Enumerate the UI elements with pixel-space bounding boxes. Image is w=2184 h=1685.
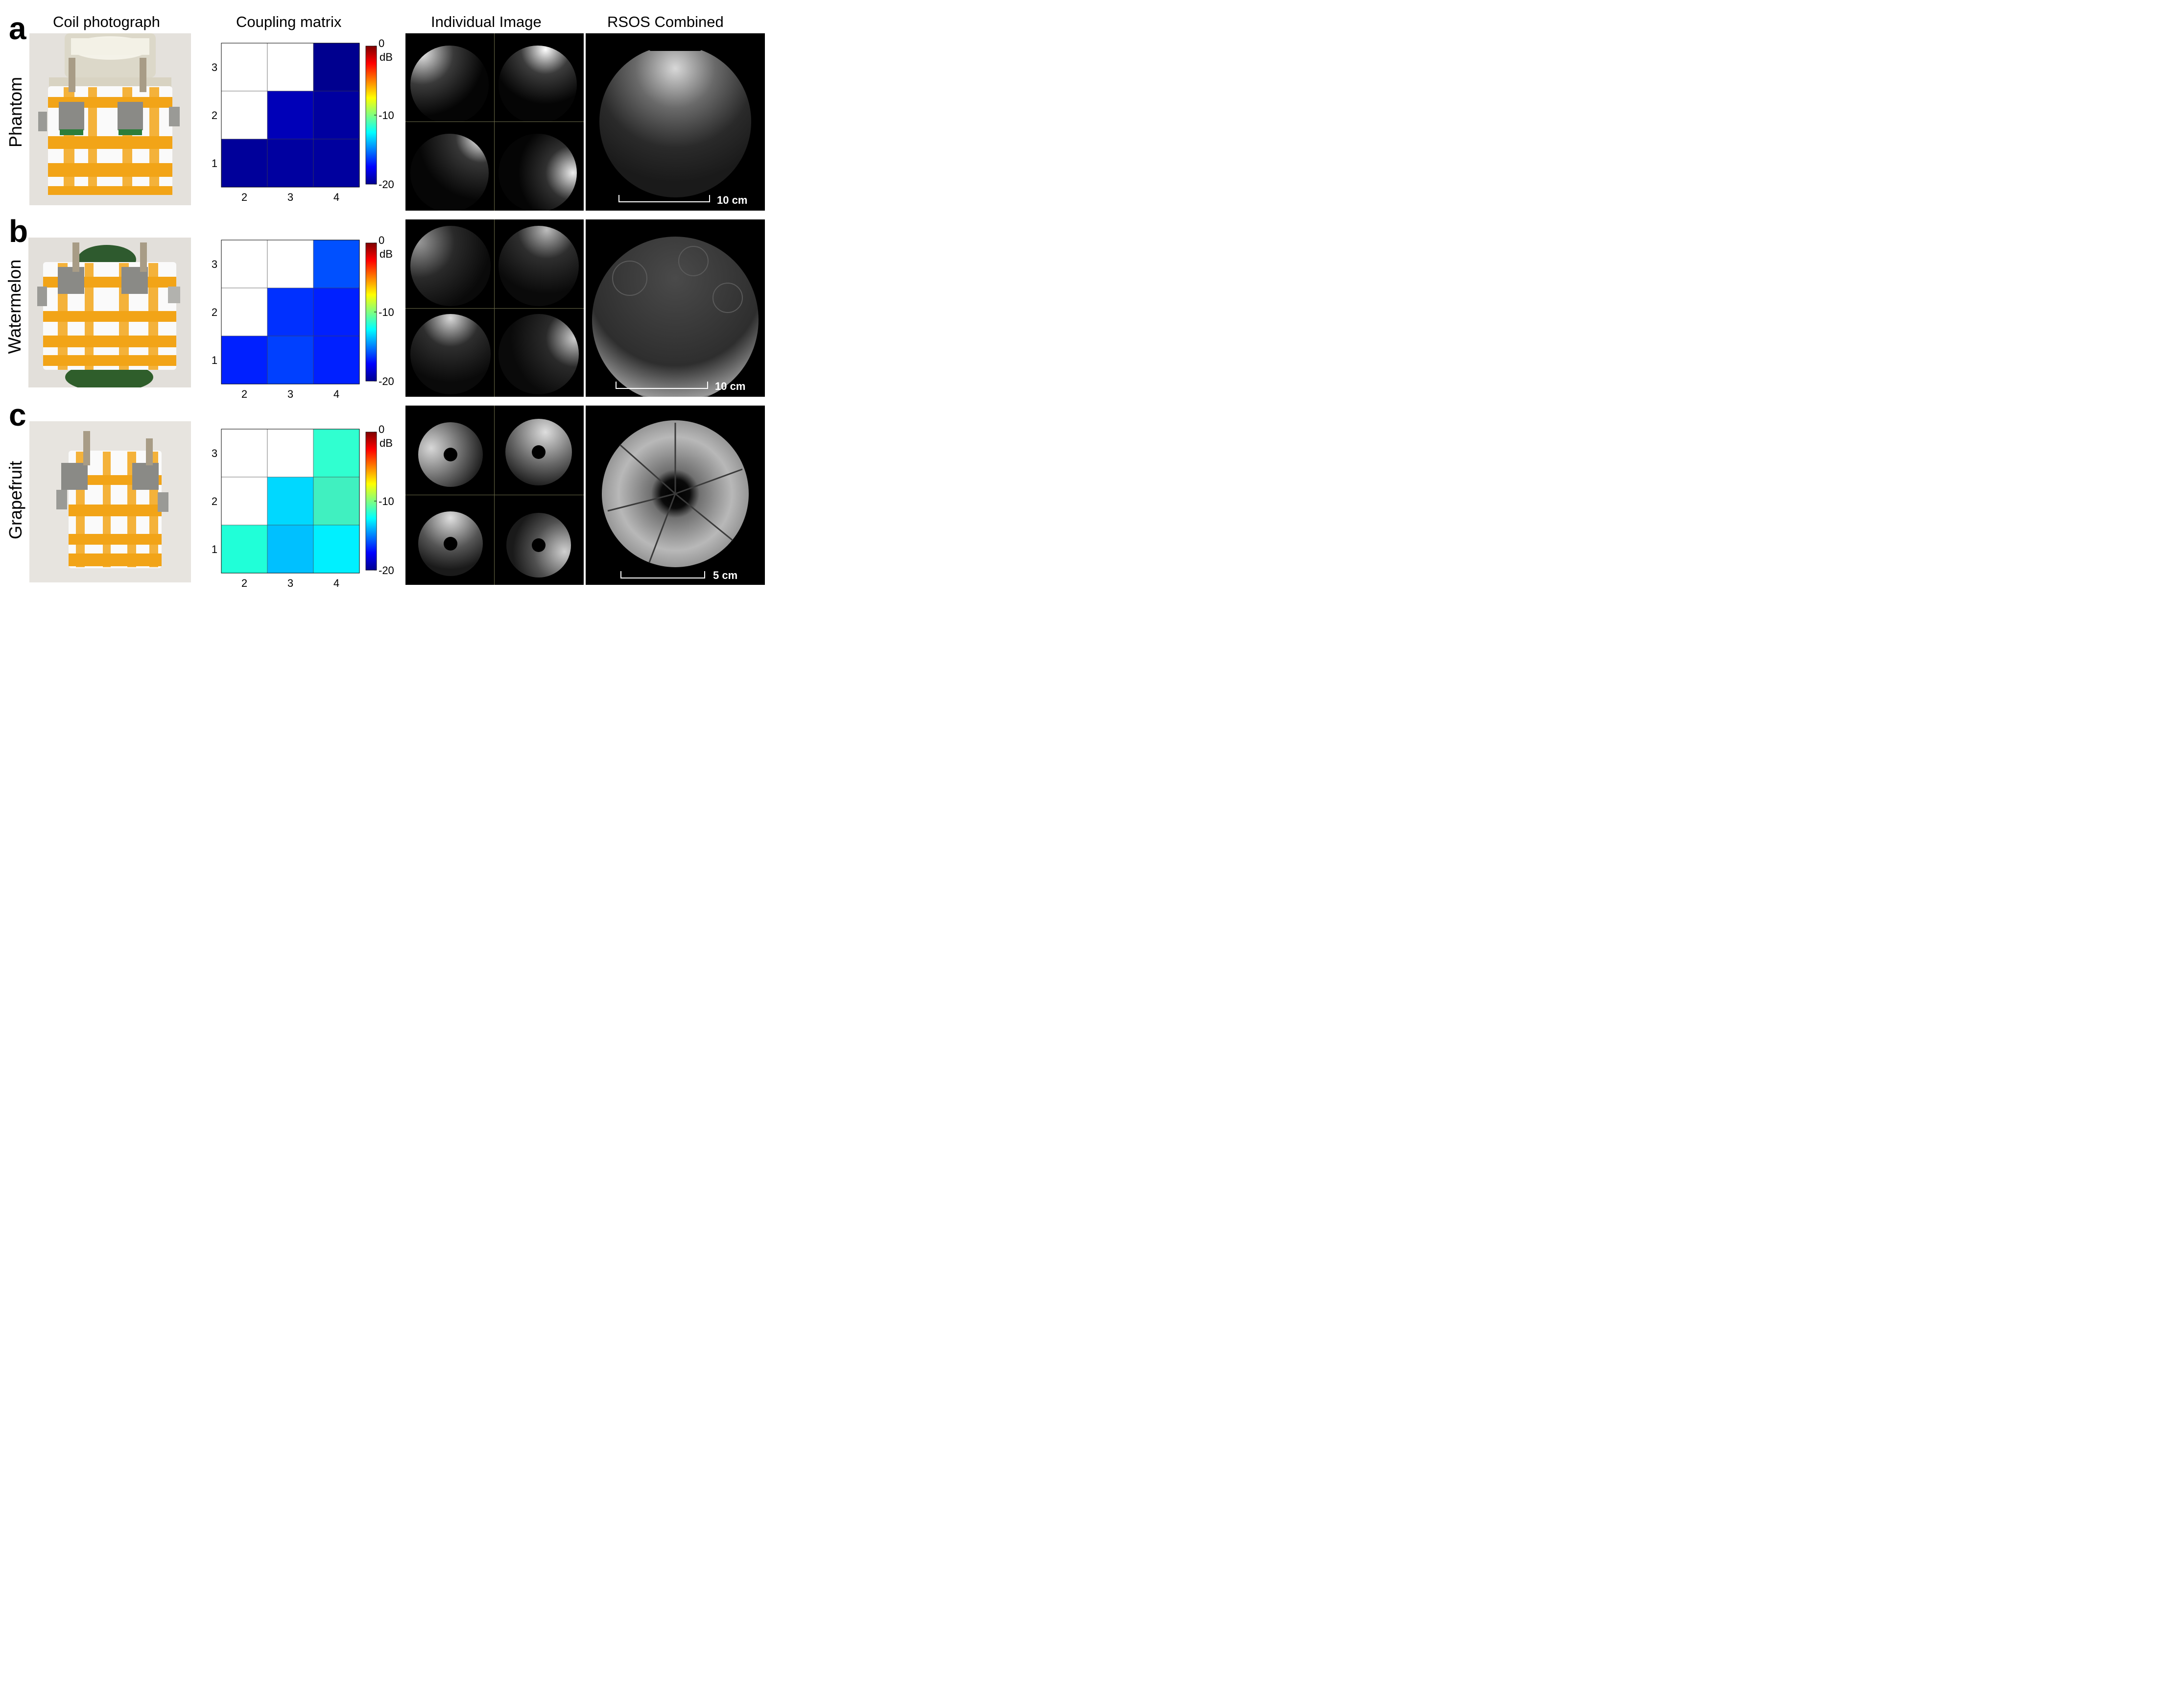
matrix-cell [221, 288, 268, 337]
row-label-phantom: Phantom [5, 76, 25, 148]
x-tick-label: 4 [333, 388, 339, 400]
col-title-individual: Individual Image [431, 13, 542, 30]
colorbar-unit: dB [380, 437, 393, 449]
colorbar-tick-label: 0 [379, 425, 384, 435]
matrix-cell [221, 139, 268, 188]
y-tick-label: 3 [212, 258, 217, 270]
x-tick-label: 3 [287, 577, 293, 589]
coupling-matrix-b: 2 3 4 3 2 1 0 -10 -20 dB [212, 236, 394, 400]
matrix-cell [221, 525, 268, 574]
matrix-cell [267, 240, 314, 289]
y-tick-label: 1 [212, 157, 217, 169]
matrix-cell [267, 43, 314, 92]
x-tick-label: 2 [241, 388, 247, 400]
x-tick-label: 3 [287, 191, 293, 203]
panel-letter-b: b [9, 214, 28, 249]
colorbar-tick-label: -20 [379, 178, 394, 191]
matrix-cell [313, 429, 360, 478]
matrix-border [221, 43, 360, 188]
matrix-cell [267, 477, 314, 526]
matrix-cell [313, 477, 360, 526]
matrix-border [221, 240, 360, 385]
x-tick-label: 2 [241, 191, 247, 203]
individual-images-grapefruit [405, 406, 584, 585]
colorbar-tick-label: -10 [379, 306, 394, 318]
y-tick-label: 2 [212, 306, 217, 318]
matrix-cell [313, 91, 360, 140]
rsos-combined-watermelon: 10 cm [586, 219, 765, 397]
panel-letter-a: a [9, 11, 26, 46]
colorbar-tick-label: -10 [379, 109, 394, 121]
matrix-cell [221, 336, 268, 385]
matrix-cell [221, 477, 268, 526]
matrix-cell [267, 429, 314, 478]
scale-bar-label-c: 5 cm [713, 569, 738, 581]
y-tick-label: 1 [212, 543, 217, 555]
matrix-cell [267, 139, 314, 188]
matrix-cell [313, 288, 360, 337]
y-tick-label: 1 [212, 354, 217, 366]
colorbar-tick-label: -20 [379, 375, 394, 387]
matrix-cell [267, 336, 314, 385]
x-tick-label: 2 [241, 577, 247, 589]
scale-bar-label-a: 10 cm [717, 194, 748, 206]
rsos-combined-phantom: 10 cm [586, 33, 765, 211]
matrix-cell [313, 43, 360, 92]
matrix-cell [221, 429, 268, 478]
coil-photo-watermelon [28, 238, 191, 387]
x-tick-label: 4 [333, 577, 339, 589]
matrix-cell [221, 240, 268, 289]
coupling-matrix-c: 2 3 4 3 2 1 0 -10 -20 dB [212, 425, 394, 589]
y-tick-label: 2 [212, 495, 217, 507]
matrix-border [221, 429, 360, 574]
individual-images-phantom [405, 33, 584, 211]
coil-photo-phantom [29, 33, 191, 205]
col-title-coupling: Coupling matrix [236, 13, 342, 30]
col-title-photo: Coil photograph [53, 13, 160, 30]
colorbar-tick-label: 0 [379, 39, 384, 49]
x-tick-label: 4 [333, 191, 339, 203]
matrix-cell [267, 288, 314, 337]
colorbar-unit: dB [380, 248, 393, 260]
x-tick-label: 3 [287, 388, 293, 400]
colorbar-tick-label: 0 [379, 236, 384, 246]
y-tick-label: 2 [212, 109, 217, 121]
matrix-cell [313, 336, 360, 385]
matrix-cell [313, 525, 360, 574]
matrix-cell [313, 139, 360, 188]
y-tick-label: 3 [212, 61, 217, 73]
col-title-combined: RSOS Combined [607, 13, 724, 30]
y-tick-label: 3 [212, 447, 217, 459]
individual-images-watermelon [405, 219, 584, 397]
colorbar-tick-label: -10 [379, 495, 394, 507]
matrix-cell [221, 91, 268, 140]
panel-letter-c: c [9, 397, 26, 433]
figure: Coil photograph Coupling matrix Individu… [0, 0, 768, 593]
matrix-cell [267, 91, 314, 140]
matrix-cell [267, 525, 314, 574]
colorbar-unit: dB [380, 51, 393, 63]
coil-photo-grapefruit [29, 421, 191, 582]
row-label-watermelon: Watermelon [4, 259, 24, 354]
row-label-grapefruit: Grapefruit [5, 460, 25, 540]
matrix-cell [221, 43, 268, 92]
coupling-matrix-a: 2 3 4 3 2 1 0 -10 -20 dB [212, 39, 394, 203]
colorbar-tick-label: -20 [379, 564, 394, 577]
scale-bar-label-b: 10 cm [715, 380, 746, 392]
rsos-combined-grapefruit: 5 cm [586, 406, 765, 585]
matrix-cell [313, 240, 360, 289]
